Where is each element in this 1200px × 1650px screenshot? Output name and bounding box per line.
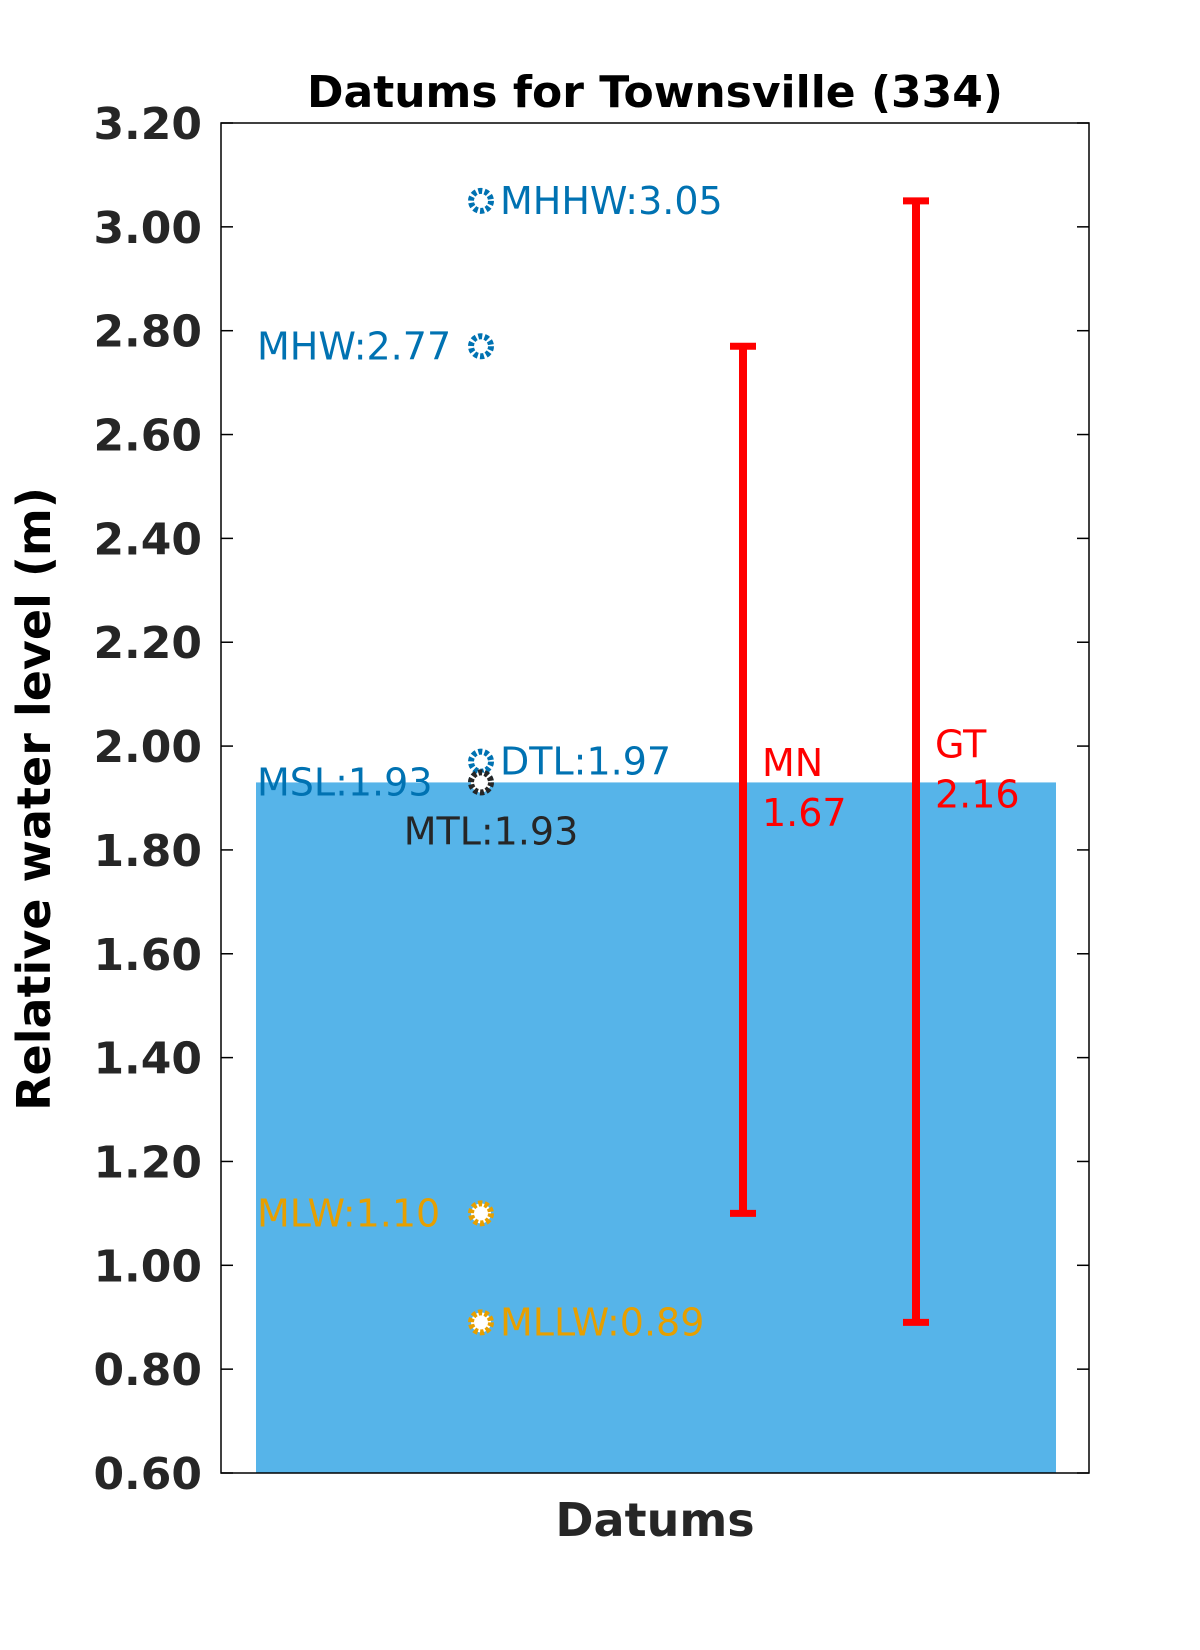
axes-box [220,122,1090,1474]
datum-marker-mhhw [468,187,494,214]
datum-label-mhhw: MHHW:3.05 [500,179,723,223]
datum-marker-mtl [468,769,494,796]
datum-bar [256,782,1056,1473]
y-tick-label: 1.80 [93,826,202,877]
range-label-value: 1.67 [762,791,847,835]
datum-label-mlw: MLW:1.10 [257,1191,440,1235]
range-label-value: 2.16 [935,773,1020,817]
range-label-name: GT [935,723,987,767]
y-tick-label: 2.20 [93,618,202,669]
y-tick-label: 2.00 [93,722,202,773]
plot-area: 0.60 0.80 1.00 1.20 1.40 1.60 1.80 2.00 2.20 2.40… [93,99,1090,1500]
y-tick-label: 3.00 [93,203,202,254]
datum-label-msl: MSL:1.93 [257,760,433,804]
y-tick-label: 1.40 [93,1034,202,1085]
datum-marker-mhw [468,333,494,360]
datum-label-mllw: MLLW:0.89 [500,1300,704,1344]
y-axis-label: Relative water level (m) [7,487,61,1111]
datum-marker-dtl [468,748,494,775]
range-label-name: MN [762,741,823,785]
chart-title: Datums for Townsville (334) [307,67,1003,118]
y-tick-label: 1.00 [93,1241,202,1292]
y-tick-label: 2.80 [93,307,202,358]
x-axis-label: Datums [555,1493,754,1547]
y-tick-label: 0.60 [93,1449,202,1500]
datum-label-dtl: DTL:1.97 [500,740,671,784]
y-tick-label: 3.20 [93,99,202,150]
y-tick-label: 1.60 [93,930,202,981]
y-tick-label: 2.60 [93,411,202,462]
y-tick-label: 1.20 [93,1137,202,1188]
datum-marker-mlw [468,1200,494,1227]
datum-label-mtl: MTL:1.93 [404,809,579,853]
datum-label-mhw: MHW:2.77 [257,324,451,368]
y-tick-label: 0.80 [93,1345,202,1396]
datum-marker-mllw [468,1309,494,1336]
y-tick-label: 2.40 [93,514,202,565]
